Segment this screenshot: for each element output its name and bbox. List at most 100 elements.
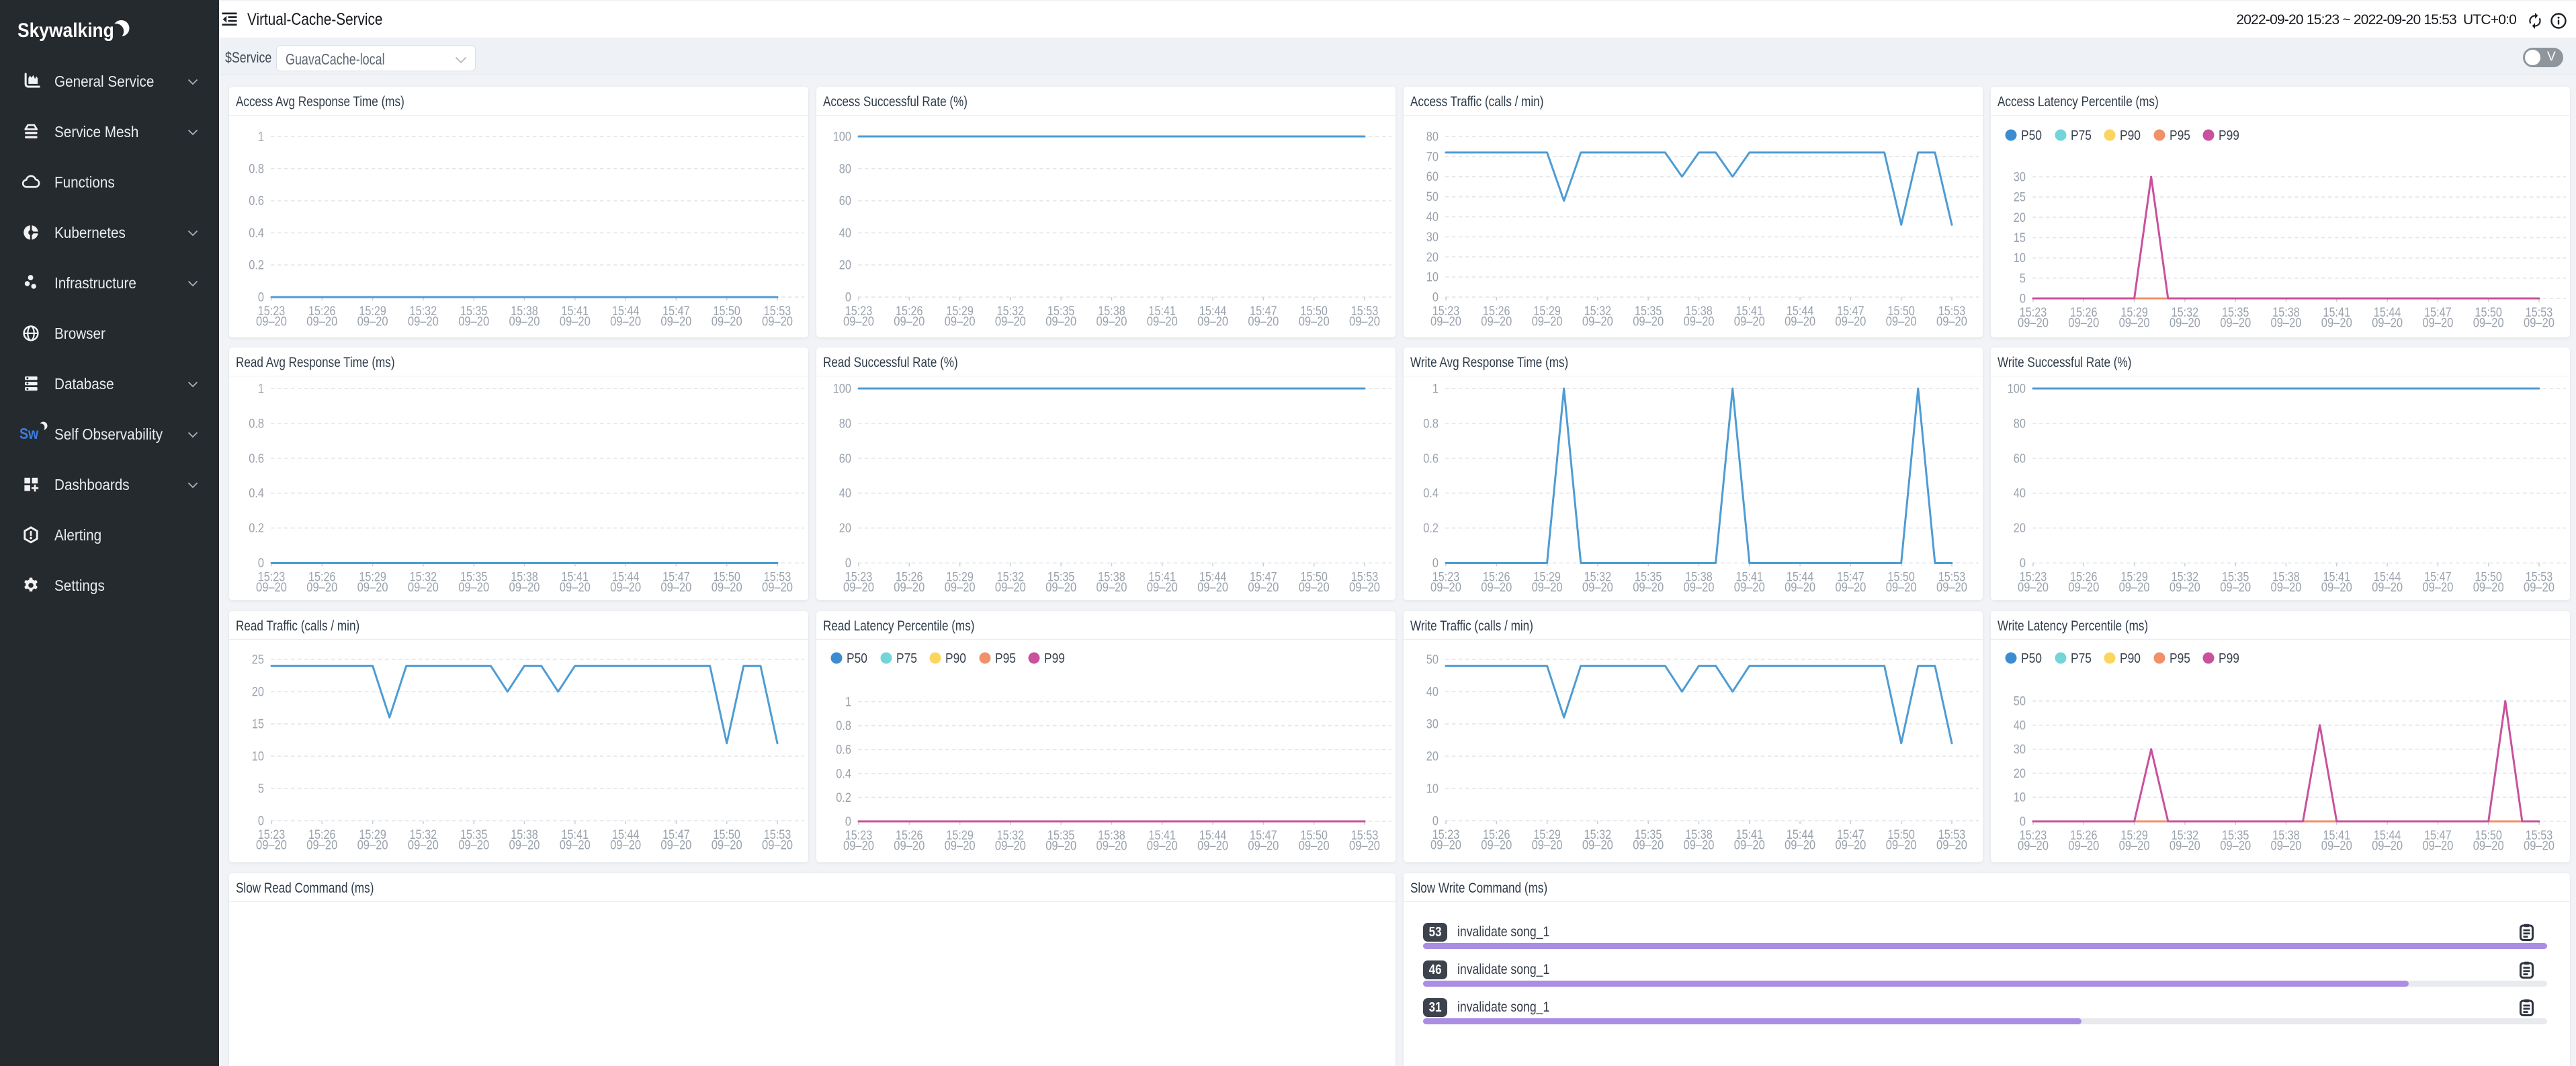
svg-text:15:23: 15:23 — [845, 828, 873, 843]
svg-text:09–20: 09–20 — [2524, 580, 2554, 595]
svg-text:15:41: 15:41 — [562, 304, 589, 319]
svg-text:15:53: 15:53 — [764, 304, 791, 319]
svg-text:09–20: 09–20 — [2220, 316, 2251, 331]
svg-text:09–20: 09–20 — [1785, 838, 1815, 853]
svg-text:P90: P90 — [2120, 651, 2141, 666]
svg-text:60: 60 — [839, 194, 851, 208]
svg-text:15:29: 15:29 — [2120, 570, 2148, 585]
svg-text:0.2: 0.2 — [836, 790, 851, 805]
svg-text:0: 0 — [1432, 556, 1439, 571]
svg-text:1: 1 — [258, 382, 264, 397]
svg-text:09–20: 09–20 — [1097, 839, 1127, 854]
svg-text:10: 10 — [1426, 270, 1439, 285]
svg-text:0.4: 0.4 — [1423, 486, 1439, 501]
svg-text:15:35: 15:35 — [1047, 570, 1075, 585]
svg-text:0: 0 — [1432, 290, 1439, 305]
svg-text:15:26: 15:26 — [896, 570, 923, 585]
svg-text:40: 40 — [2014, 486, 2026, 501]
svg-text:09–20: 09–20 — [1835, 838, 1866, 853]
svg-text:15:26: 15:26 — [308, 570, 336, 585]
svg-text:09–20: 09–20 — [1299, 839, 1330, 854]
svg-text:15:50: 15:50 — [1887, 827, 1915, 842]
svg-text:09–20: 09–20 — [408, 315, 439, 329]
svg-text:0: 0 — [845, 556, 851, 571]
svg-text:15:26: 15:26 — [1483, 827, 1510, 842]
svg-text:0.4: 0.4 — [249, 226, 264, 241]
svg-text:09–20: 09–20 — [2170, 839, 2200, 854]
svg-text:50: 50 — [2014, 694, 2026, 709]
svg-text:1: 1 — [258, 130, 264, 145]
svg-text:15:53: 15:53 — [2526, 828, 2553, 843]
svg-text:15:35: 15:35 — [460, 304, 488, 319]
svg-text:09–20: 09–20 — [1430, 838, 1461, 853]
svg-text:15:32: 15:32 — [997, 570, 1025, 585]
svg-text:09–20: 09–20 — [256, 315, 287, 329]
svg-text:0.4: 0.4 — [836, 766, 851, 781]
svg-text:09–20: 09–20 — [2372, 580, 2403, 595]
svg-text:09–20: 09–20 — [1045, 580, 1076, 595]
svg-text:09–20: 09–20 — [1481, 838, 1512, 853]
svg-text:09–20: 09–20 — [357, 838, 388, 853]
svg-text:09–20: 09–20 — [1147, 315, 1178, 329]
svg-text:09–20: 09–20 — [2068, 580, 2099, 595]
svg-text:P75: P75 — [2071, 651, 2092, 666]
svg-text:09–20: 09–20 — [1248, 315, 1279, 329]
svg-text:09–20: 09–20 — [945, 315, 976, 329]
svg-text:09–20: 09–20 — [945, 580, 976, 595]
svg-text:0.8: 0.8 — [1423, 416, 1439, 431]
svg-text:09–20: 09–20 — [256, 580, 287, 595]
svg-text:10: 10 — [252, 749, 264, 764]
svg-text:09–20: 09–20 — [1936, 315, 1967, 329]
svg-text:15:50: 15:50 — [1300, 304, 1328, 319]
svg-text:40: 40 — [839, 486, 851, 501]
svg-text:09–20: 09–20 — [843, 315, 874, 329]
svg-text:15:41: 15:41 — [1149, 570, 1176, 585]
svg-text:P75: P75 — [2071, 128, 2092, 143]
svg-text:09–20: 09–20 — [1430, 580, 1461, 595]
svg-text:P50: P50 — [2021, 651, 2042, 666]
svg-text:30: 30 — [1426, 717, 1439, 732]
svg-text:09–20: 09–20 — [2068, 839, 2099, 854]
svg-text:09–20: 09–20 — [1532, 580, 1563, 595]
svg-text:09–20: 09–20 — [2271, 316, 2302, 331]
svg-text:100: 100 — [833, 382, 851, 397]
svg-text:09–20: 09–20 — [712, 315, 742, 329]
svg-text:15:29: 15:29 — [359, 827, 386, 842]
svg-text:15:41: 15:41 — [562, 570, 589, 585]
svg-text:09–20: 09–20 — [1045, 839, 1076, 854]
svg-text:09–20: 09–20 — [1248, 839, 1279, 854]
svg-text:80: 80 — [2014, 416, 2026, 431]
svg-text:15:53: 15:53 — [1351, 828, 1379, 843]
svg-text:15: 15 — [2014, 231, 2026, 245]
svg-text:60: 60 — [839, 451, 851, 466]
svg-text:09–20: 09–20 — [610, 580, 641, 595]
svg-text:15:47: 15:47 — [662, 827, 690, 842]
svg-text:09–20: 09–20 — [712, 580, 742, 595]
svg-text:09–20: 09–20 — [1582, 315, 1613, 329]
svg-text:15:23: 15:23 — [258, 827, 286, 842]
svg-text:09–20: 09–20 — [560, 838, 591, 853]
svg-text:09–20: 09–20 — [2372, 839, 2403, 854]
svg-text:20: 20 — [2014, 210, 2026, 225]
svg-text:09–20: 09–20 — [2119, 316, 2150, 331]
svg-text:15:23: 15:23 — [1432, 570, 1460, 585]
svg-text:15:35: 15:35 — [460, 570, 488, 585]
svg-text:09–20: 09–20 — [2321, 580, 2352, 595]
svg-text:15:53: 15:53 — [764, 827, 791, 842]
svg-text:15:26: 15:26 — [2070, 570, 2098, 585]
svg-text:15:41: 15:41 — [1736, 304, 1764, 319]
svg-text:09–20: 09–20 — [357, 580, 388, 595]
svg-text:15:23: 15:23 — [2020, 828, 2047, 843]
svg-text:30: 30 — [2014, 170, 2026, 185]
svg-text:15:53: 15:53 — [1938, 304, 1966, 319]
svg-text:15:53: 15:53 — [2526, 305, 2553, 320]
svg-text:09–20: 09–20 — [894, 315, 925, 329]
svg-text:0.2: 0.2 — [249, 521, 264, 536]
svg-text:09–20: 09–20 — [560, 315, 591, 329]
svg-text:09–20: 09–20 — [509, 580, 540, 595]
svg-text:09–20: 09–20 — [2422, 839, 2453, 854]
svg-text:15:26: 15:26 — [1483, 304, 1510, 319]
svg-text:40: 40 — [1426, 210, 1439, 224]
svg-text:09–20: 09–20 — [762, 580, 793, 595]
svg-text:20: 20 — [252, 685, 264, 700]
